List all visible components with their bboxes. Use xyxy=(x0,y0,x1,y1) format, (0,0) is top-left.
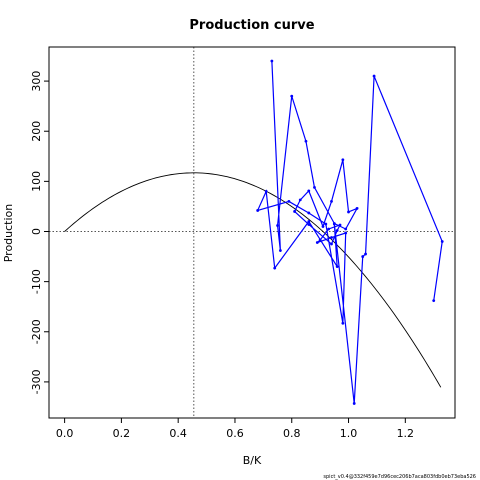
observed-point xyxy=(278,249,282,252)
observed-point xyxy=(304,139,308,143)
observed-point xyxy=(352,402,356,405)
observed-point xyxy=(313,185,316,189)
observed-point xyxy=(338,223,342,227)
observed-point xyxy=(298,198,302,202)
x-tick-label: 0.0 xyxy=(56,427,74,440)
observed-point xyxy=(361,255,365,258)
x-axis: 0.0 0.2 0.4 0.6 0.8 1.0 1.2 xyxy=(56,418,414,440)
observed-point xyxy=(344,227,348,231)
observed-point xyxy=(264,189,268,193)
observed-point xyxy=(307,223,311,226)
version-footnote: spict_v0.4@332f459e7d96cec206b7aca803fdb… xyxy=(323,474,476,480)
y-tick-label: 100 xyxy=(30,171,43,192)
observed-point xyxy=(347,210,350,214)
observed-point xyxy=(344,231,348,235)
observed-point xyxy=(307,220,311,223)
observed-point xyxy=(364,252,367,256)
observed-point xyxy=(330,200,333,203)
observed-point xyxy=(330,242,333,246)
y-tick-label: 0 xyxy=(30,228,43,235)
observed-point xyxy=(341,158,345,162)
observed-point xyxy=(324,222,328,226)
observed-point xyxy=(276,224,279,227)
reference-lines xyxy=(49,47,455,418)
x-tick-label: 0.6 xyxy=(226,427,244,440)
observed-point xyxy=(307,189,311,193)
x-axis-title: B/K xyxy=(243,454,262,467)
theoretical-curve-line xyxy=(64,172,442,388)
x-tick-label: 0.8 xyxy=(283,427,301,440)
y-axis: -300 -200 -100 0 100 200 300 xyxy=(30,71,49,394)
observed-point xyxy=(321,225,325,228)
observed-point xyxy=(293,210,296,213)
y-tick-label: -100 xyxy=(30,269,43,294)
observed-point xyxy=(307,211,311,215)
observed-point xyxy=(273,266,277,270)
observed-point xyxy=(355,207,359,210)
y-axis-title: Production xyxy=(2,204,15,263)
production-curve-layer xyxy=(64,172,442,388)
observed-point xyxy=(332,222,336,226)
y-tick-label: 300 xyxy=(30,71,43,92)
observed-point xyxy=(290,94,294,98)
observed-point xyxy=(335,229,339,232)
y-tick-label: -300 xyxy=(30,369,43,394)
x-tick-label: 0.2 xyxy=(113,427,131,440)
observed-point xyxy=(318,238,322,242)
y-tick-label: 200 xyxy=(30,121,43,142)
observed-point xyxy=(315,241,319,244)
observed-series-layer xyxy=(256,59,444,405)
observed-point xyxy=(256,209,260,212)
observed-point xyxy=(327,227,331,231)
observed-point xyxy=(432,299,436,303)
plot-frame xyxy=(48,46,456,419)
observed-point xyxy=(341,321,345,325)
observed-point xyxy=(440,240,444,243)
observed-point xyxy=(335,265,339,268)
y-tick-label: -200 xyxy=(30,319,43,344)
observed-point xyxy=(287,200,291,203)
observed-point xyxy=(330,236,333,239)
x-tick-label: 0.4 xyxy=(169,427,187,440)
chart-title: Production curve xyxy=(189,18,314,33)
x-tick-label: 1.0 xyxy=(340,427,358,440)
observed-point xyxy=(270,59,274,63)
observed-point xyxy=(372,74,376,78)
x-tick-label: 1.2 xyxy=(397,427,415,440)
